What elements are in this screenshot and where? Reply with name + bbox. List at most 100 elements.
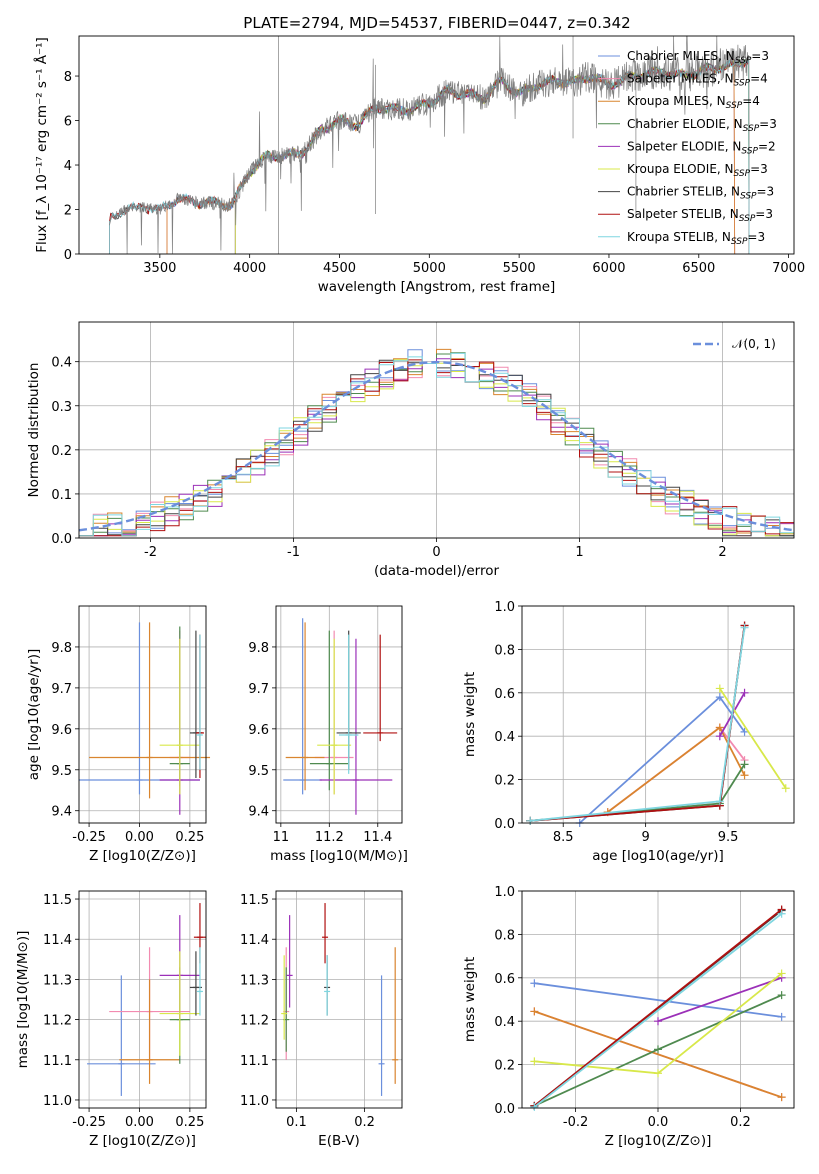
- y-tick-label: 6: [64, 115, 72, 130]
- legend-label: Salpeter ELODIE, NSSP=2: [627, 139, 776, 156]
- weight-line: [530, 625, 746, 822]
- residuals-frame: [78, 321, 795, 539]
- y-tick-label: 0.4: [51, 356, 72, 371]
- weight-line: [530, 627, 746, 822]
- y-tick-label: 11.4: [43, 933, 72, 948]
- legend-label: Kroupa STELIB, NSSP=3: [627, 230, 765, 247]
- y-tick-label: 0: [64, 248, 72, 263]
- x-tick-label: 0.2: [730, 1115, 751, 1130]
- y-tick-label: 11.2: [240, 1014, 269, 1029]
- weight-marker: [715, 732, 724, 741]
- y-tick-label: 9.5: [248, 764, 269, 779]
- x-tick-label: 0.00: [125, 1115, 154, 1130]
- x-tick-label: -2: [144, 545, 157, 560]
- data-spectrum-line: [109, 35, 750, 255]
- y-tick-label: 0.3: [51, 400, 72, 415]
- y-tick-label: 0.0: [51, 532, 72, 547]
- legend-label: Salpeter MILES, NSSP=4: [627, 72, 768, 89]
- y-tick-label: 4: [64, 159, 72, 174]
- weight_vs_age-xlabel: age [log10(age/yr)]: [592, 848, 724, 864]
- weight-line: [533, 913, 783, 1108]
- legend-label: Chabrier ELODIE, NSSP=3: [627, 117, 777, 134]
- x-tick-label: 8.5: [553, 830, 574, 845]
- weight-marker: [715, 693, 724, 702]
- mass_vs_Z-xlabel: Z [log10(Z/Z⊙)]: [89, 1133, 196, 1149]
- weight-marker: [654, 1069, 662, 1078]
- y-tick-label: 11.2: [43, 1014, 72, 1029]
- weight-marker: [740, 623, 749, 632]
- y-tick-label: 0.2: [494, 774, 515, 789]
- weight-marker: [530, 1007, 539, 1016]
- x-tick-label: 6000: [592, 261, 625, 276]
- weight-marker: [777, 909, 786, 918]
- legend-label: Kroupa MILES, NSSP=4: [627, 94, 760, 111]
- y-tick-label: 11.0: [43, 1094, 72, 1109]
- x-tick-label: 0.0: [648, 1115, 669, 1130]
- weight-marker: [654, 1045, 662, 1054]
- y-tick-label: 0.2: [51, 444, 72, 459]
- legend-label: Salpeter STELIB, NSSP=3: [627, 207, 773, 224]
- weight_vs_age-grid: [522, 605, 794, 824]
- x-tick-label: 4000: [233, 261, 266, 276]
- y-tick-label: 0.8: [494, 928, 515, 943]
- mass_vs_ebv-grid: [276, 891, 402, 1108]
- x-tick-label: 0.25: [175, 830, 204, 845]
- y-tick-label: 1.0: [494, 885, 515, 900]
- weight_vs_Z-ylabel: mass weight: [462, 957, 478, 1042]
- y-tick-label: 11.5: [240, 893, 269, 908]
- age_vs_Z-grid: [79, 606, 206, 823]
- weight-marker: [530, 979, 539, 988]
- y-tick-label: 2: [64, 204, 72, 219]
- weight-marker: [526, 816, 535, 825]
- residuals-ylabel: Normed distribution: [26, 363, 42, 498]
- y-tick-label: 9.6: [51, 723, 72, 738]
- x-tick-label: 11: [273, 830, 290, 845]
- y-tick-label: 0.0: [494, 817, 515, 832]
- y-tick-label: 9.4: [248, 805, 269, 820]
- y-tick-label: 9.4: [51, 805, 72, 820]
- weight-marker: [777, 991, 786, 1000]
- x-tick-label: 0.1: [286, 1115, 307, 1130]
- weight_vs_age-ylabel: mass weight: [462, 672, 478, 757]
- x-tick-label: 0.2: [354, 1115, 375, 1130]
- weight-marker: [777, 969, 786, 978]
- weight-marker: [530, 1102, 539, 1111]
- x-tick-label: 3500: [143, 261, 176, 276]
- y-tick-label: 0.4: [494, 730, 515, 745]
- weight-line: [530, 625, 746, 822]
- weight-marker: [715, 797, 724, 806]
- mass_vs_Z-ylabel: mass [log10(M/M⊙)]: [15, 931, 31, 1069]
- weight-marker: [715, 684, 724, 693]
- weight-line: [534, 1010, 782, 1099]
- spectrum-xlabel: wavelength [Angstrom, rest frame]: [318, 279, 556, 295]
- x-tick-label: 2: [718, 545, 726, 560]
- residuals-xlabel: (data-model)/error: [374, 563, 500, 579]
- x-tick-label: 0.00: [125, 830, 154, 845]
- weight-line: [719, 688, 787, 789]
- y-tick-label: 0.6: [494, 972, 515, 987]
- x-tick-label: 5500: [503, 261, 536, 276]
- weight-marker: [781, 784, 790, 793]
- weight-line: [657, 976, 782, 1023]
- legend-label: Chabrier STELIB, NSSP=3: [627, 185, 774, 202]
- y-tick-label: 0.2: [494, 1059, 515, 1074]
- weight-marker: [654, 1017, 662, 1026]
- legend-label: 𝒩(0, 1): [732, 337, 776, 351]
- weight_vs_age-frame: [521, 605, 795, 824]
- y-tick-label: 9.6: [248, 723, 269, 738]
- y-tick-label: 0.8: [494, 643, 515, 658]
- y-tick-label: 8: [64, 70, 72, 85]
- legend-label: Chabrier MILES, NSSP=3: [627, 49, 769, 66]
- y-tick-label: 11.1: [240, 1054, 269, 1069]
- y-tick-label: 1.0: [494, 600, 515, 615]
- age_vs_Z-ylabel: age [log10(age/yr)]: [26, 649, 42, 781]
- weight-line: [533, 908, 783, 1107]
- y-tick-label: 0.1: [51, 488, 72, 503]
- age_vs_Z-frame: [78, 605, 207, 824]
- mass_vs_ebv-xlabel: E(B-V): [318, 1133, 360, 1149]
- weight-marker: [777, 1093, 786, 1102]
- y-tick-label: 11.3: [43, 973, 72, 988]
- x-tick-label: -1: [287, 545, 300, 560]
- x-tick-label: 9.5: [718, 830, 739, 845]
